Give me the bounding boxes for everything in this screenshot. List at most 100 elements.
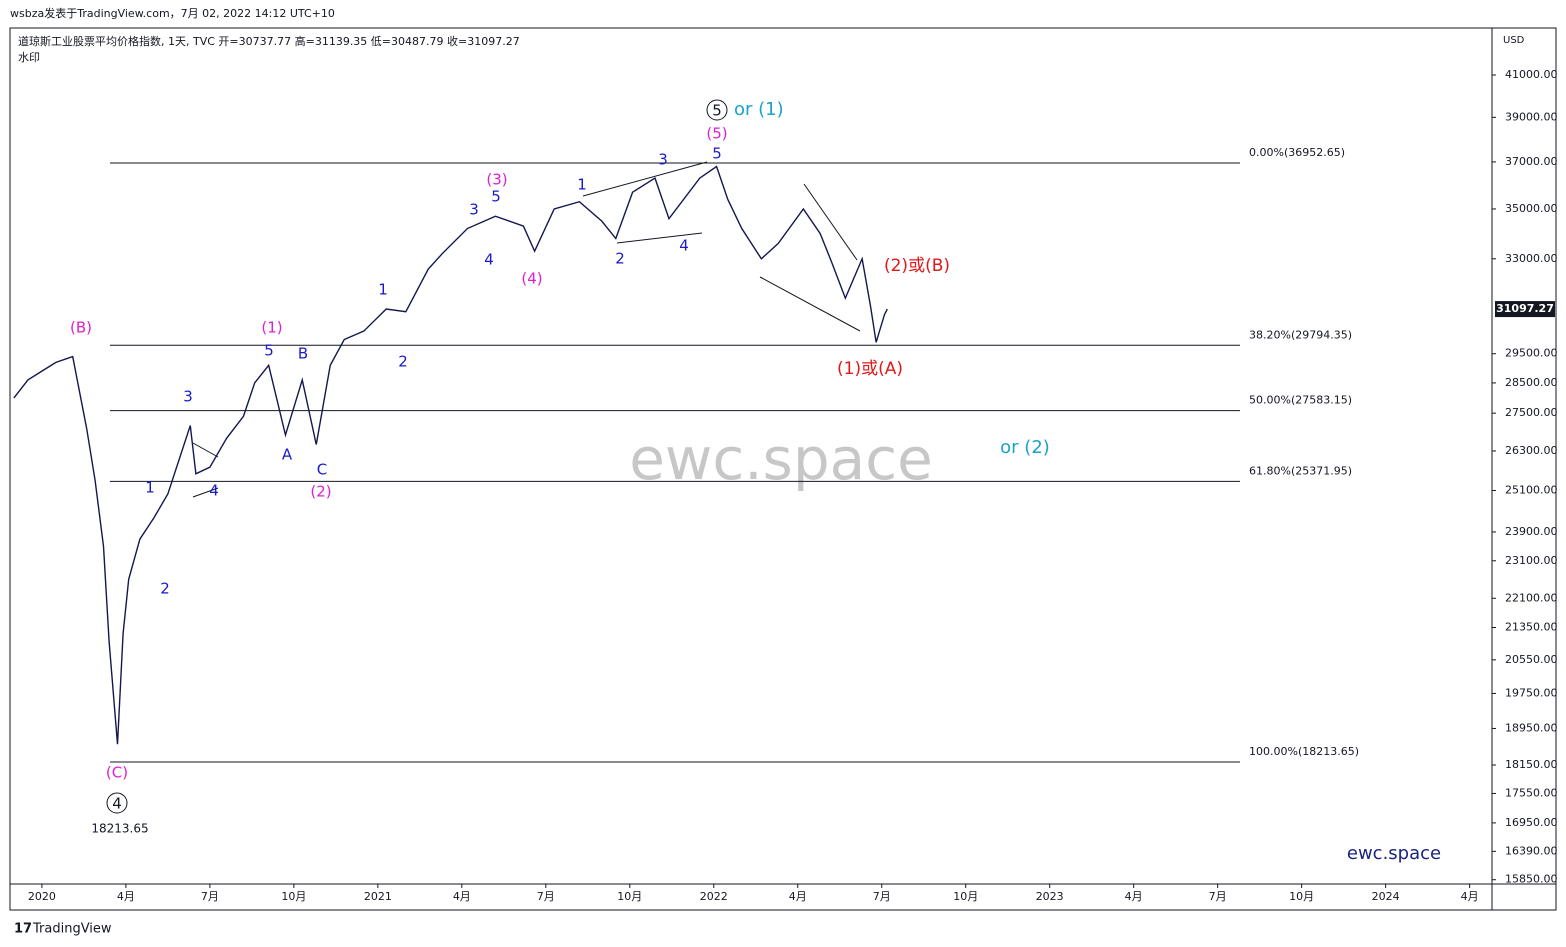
trendline: [192, 442, 219, 458]
legend: 道琼斯工业股票平均价格指数, 1天, TVC 开=30737.77 高=3113…: [18, 34, 520, 48]
wave-label: 5: [712, 102, 722, 120]
y-tick-label: 19750.00: [1505, 686, 1558, 699]
y-tick-label: 33000.00: [1505, 252, 1558, 265]
y-tick-label: 16950.00: [1505, 816, 1558, 829]
wave-label: 4: [679, 237, 689, 255]
y-tick-label: 23100.00: [1505, 554, 1558, 567]
trendline: [759, 276, 861, 332]
trendlines: [192, 161, 861, 498]
y-tick-label: 17550.00: [1505, 786, 1558, 799]
x-tick-label: 4月: [117, 890, 135, 903]
last-price-label: 31097.27: [1496, 302, 1554, 315]
trendline: [803, 183, 858, 261]
trendline: [616, 232, 703, 244]
y-tick-label: 23900.00: [1505, 525, 1558, 538]
low-label: 18213.65: [91, 822, 148, 836]
wave-label: 4: [209, 482, 219, 500]
fib-label: 100.00%(18213.65): [1249, 745, 1359, 758]
y-tick-label: 18950.00: [1505, 721, 1558, 734]
watermark-label: 水印: [18, 51, 40, 64]
wave-label: (3): [486, 171, 507, 189]
y-tick-label: 28500.00: [1505, 376, 1558, 389]
wave-label: 5: [264, 342, 274, 360]
circle: [706, 99, 728, 121]
x-tick-label: 4月: [453, 890, 471, 903]
wave-label: 2: [615, 250, 625, 268]
wave-label: (1): [261, 319, 282, 337]
footer-logo: 17: [14, 922, 32, 937]
y-tick-label: 15850.00: [1505, 873, 1558, 886]
wave-label: (4): [521, 270, 542, 288]
x-tick-label: 2021: [364, 890, 392, 903]
wave-label: 2: [398, 353, 408, 371]
x-tick-label: 2022: [700, 890, 728, 903]
currency: USD: [1503, 35, 1525, 46]
x-tick-label: 2020: [28, 890, 56, 903]
x-tick-label: 4月: [1461, 890, 1479, 903]
last-price-box: [1495, 301, 1555, 318]
x-tick-label: 7月: [873, 890, 891, 903]
trendline: [582, 161, 708, 197]
wave-label: (C): [106, 764, 128, 782]
y-tick-label: 21350.00: [1505, 620, 1558, 633]
x-tick-label: 10月: [953, 890, 978, 903]
x-tick-label: 7月: [201, 890, 219, 903]
x-tick-label: 2024: [1372, 890, 1400, 903]
wave-label: (2): [310, 483, 331, 501]
x-tick-label: 2023: [1036, 890, 1064, 903]
wave-label: B: [298, 345, 308, 363]
x-tick-label: 4月: [1125, 890, 1143, 903]
wave-label: (5): [706, 125, 727, 143]
wave-label: 3: [183, 388, 193, 406]
x-tick-label: 10月: [617, 890, 642, 903]
fib-label: 0.00%(36952.65): [1249, 146, 1345, 159]
wave-label: 1: [145, 479, 155, 497]
x-tick-label: 4月: [789, 890, 807, 903]
wave-label: 3: [469, 201, 479, 219]
annotations: (B) (C) 4 18213.65 3 1 2 4 5 (1) A B C (…: [70, 99, 1441, 864]
frame: [9, 27, 1557, 911]
footer: TradingView: [32, 922, 112, 937]
wave-label: or (2): [1000, 437, 1050, 458]
price-line: [13, 165, 888, 745]
x-tick-label: 10月: [1289, 890, 1314, 903]
y-tick-label: 16390.00: [1505, 844, 1558, 857]
y-tick-label: 29500.00: [1505, 347, 1558, 360]
y-tick-label: 41000.00: [1505, 68, 1558, 81]
x-tick-label: 7月: [1209, 890, 1227, 903]
wave-label: 4: [112, 795, 122, 813]
x-tick-label: 7月: [537, 890, 555, 903]
y-tick-label: 39000.00: [1505, 110, 1558, 123]
y-tick-label: 37000.00: [1505, 155, 1558, 168]
wave-label: 1: [577, 176, 587, 194]
wave-label: 3: [658, 151, 668, 169]
wave-label: 4: [484, 251, 494, 269]
brand: ewc.space: [1347, 843, 1441, 864]
wave-label: (1)或(A): [837, 359, 903, 379]
fib-label: 61.80%(25371.95): [1249, 464, 1352, 477]
y-tick-label: 20550.00: [1505, 653, 1558, 666]
wave-label: or (1): [734, 99, 784, 120]
wave-label: 5: [712, 145, 722, 163]
circle: [106, 792, 128, 814]
wave-label: 1: [378, 281, 388, 299]
watermark: ewc.space: [629, 425, 933, 493]
x-tick-label: 10月: [281, 890, 306, 903]
wave-label: A: [282, 446, 293, 464]
y-tick-label: 27500.00: [1505, 406, 1558, 419]
wave-label: (B): [70, 319, 92, 337]
header: wsbza发表于TradingView.com，7月 02, 2022 14:1…: [10, 6, 335, 20]
y-tick-label: 26300.00: [1505, 444, 1558, 457]
y-tick-label: 35000.00: [1505, 202, 1558, 215]
fib-label: 50.00%(27583.15): [1249, 394, 1352, 407]
fib-label: 38.20%(29794.35): [1249, 328, 1352, 341]
y-tick-label: 18150.00: [1505, 758, 1558, 771]
y-tick-label: 25100.00: [1505, 483, 1558, 496]
wave-label: 5: [491, 188, 501, 206]
wave-label: 2: [160, 580, 170, 598]
y-tick-label: 22100.00: [1505, 591, 1558, 604]
wave-label: C: [317, 461, 327, 479]
wave-label: (2)或(B): [884, 256, 950, 276]
trendline: [192, 487, 219, 498]
